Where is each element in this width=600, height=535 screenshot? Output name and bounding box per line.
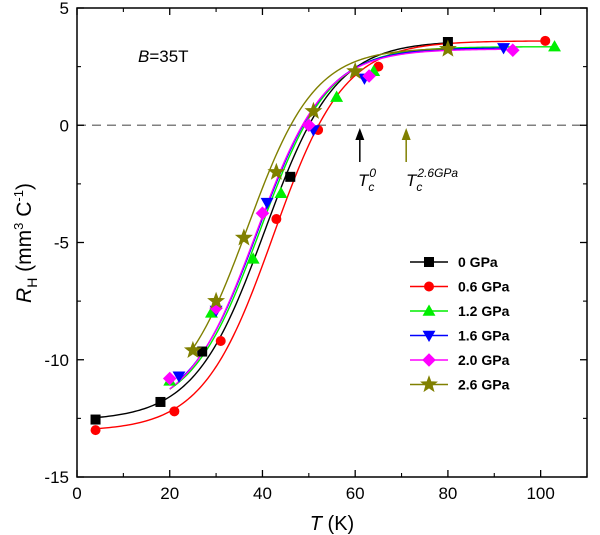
tc26-label-sub: c	[416, 180, 422, 194]
data-point-1-2	[215, 335, 226, 346]
data-point-0-1	[155, 396, 166, 407]
data-point-1-0	[90, 425, 101, 436]
legend: 0 GPa 0.6 GPa 1.2 GPa 1.6 GPa 2.0 GPa 2.6 GPa	[410, 254, 510, 393]
data-point-4-5	[506, 43, 520, 57]
x-tick-label: 0	[72, 484, 81, 503]
fit-curve-3	[178, 47, 504, 381]
data-point-5-1	[207, 291, 226, 309]
tc26-label-base: T	[406, 171, 418, 190]
data-point-4-2	[255, 206, 270, 220]
tc0-arrow-head	[355, 128, 365, 140]
field-annotation-var: B	[138, 47, 149, 66]
data-point-0-3	[285, 171, 296, 182]
data-point-2-4	[330, 90, 344, 102]
y-axis-label-var: R	[13, 288, 36, 303]
x-tick-label: 40	[253, 484, 272, 503]
legend-marker-2	[422, 304, 436, 316]
y-axis-label-unit-a: (mm	[13, 230, 36, 278]
data-point-2-3	[274, 186, 288, 198]
x-tick-label: 100	[526, 484, 554, 503]
x-tick-label: 20	[160, 484, 179, 503]
y-tick-label: 0	[60, 116, 69, 135]
data-point-1-3	[271, 214, 282, 225]
data-point-2-6	[548, 40, 561, 52]
legend-marker-1	[423, 281, 434, 292]
y-tick-label: 5	[60, 0, 69, 18]
data-point-1-1	[169, 406, 180, 417]
tc26-arrow-head	[401, 128, 411, 140]
y-axis-label-unit-b: C	[13, 202, 36, 223]
legend-label-5: 2.6 GPa	[458, 377, 510, 393]
field-annotation: B=35T	[138, 47, 189, 66]
y-tick-label: -15	[44, 468, 69, 487]
data-point-5-5	[346, 61, 365, 79]
data-point-5-0	[183, 340, 202, 359]
tc0-label-base: T	[358, 171, 370, 190]
data-point-4-3	[302, 118, 316, 133]
data-point-2-2	[246, 252, 260, 264]
x-tick-label: 80	[438, 484, 457, 503]
tc26-label-sup: 2.6GPa	[416, 166, 458, 180]
data-point-4-4	[362, 69, 376, 83]
y-axis-label-sub: H	[24, 278, 40, 288]
legend-marker-3	[422, 330, 436, 343]
data-point-0-2	[197, 346, 208, 357]
y-axis-label-sup-a: 3	[11, 223, 26, 230]
y-axis-label-unit-c: )	[13, 183, 36, 190]
y-axis-label: RH (mm3 C-1)	[11, 183, 40, 303]
data-point-3-2	[260, 197, 274, 210]
data-point-0-0	[90, 414, 101, 425]
y-tick-label: -10	[44, 351, 69, 370]
legend-label-2: 1.2 GPa	[458, 303, 510, 319]
legend-marker-4	[422, 353, 436, 367]
data-point-5-3	[267, 162, 286, 180]
tc26-label: Tc2.6GPa	[406, 166, 458, 194]
x-axis-label-var: T	[310, 513, 324, 535]
tc0-label-sup: 0	[369, 166, 376, 180]
y-axis-label-sup-b: -1	[11, 190, 26, 202]
data-point-3-5	[497, 43, 510, 55]
legend-label-4: 2.0 GPa	[458, 352, 510, 368]
tc0-label: Tc0	[358, 166, 376, 194]
data-point-4-0	[162, 371, 177, 386]
plot-frame	[76, 7, 588, 478]
x-axis-label: T (K)	[310, 513, 354, 535]
data-point-5-4	[304, 101, 323, 119]
fit-curve-5	[192, 48, 448, 349]
tc0-label-sub: c	[368, 180, 374, 194]
field-annotation-value: =35T	[149, 47, 188, 66]
legend-label-3: 1.6 GPa	[458, 328, 510, 344]
legend-marker-5	[420, 375, 438, 393]
y-tick-label: -5	[54, 234, 69, 253]
data-point-3-0	[172, 371, 186, 383]
x-axis-label-unit: (K)	[322, 513, 354, 535]
legend-marker-0	[423, 256, 434, 267]
data-point-5-2	[234, 228, 253, 246]
fit-curve-0	[95, 42, 448, 419]
data-point-1-6	[540, 35, 551, 46]
data-point-5-6	[438, 39, 457, 57]
fit-curve-4	[169, 48, 513, 390]
x-tick-label: 60	[346, 484, 365, 503]
legend-label-0: 0 GPa	[458, 254, 498, 270]
legend-label-1: 0.6 GPa	[458, 279, 510, 295]
